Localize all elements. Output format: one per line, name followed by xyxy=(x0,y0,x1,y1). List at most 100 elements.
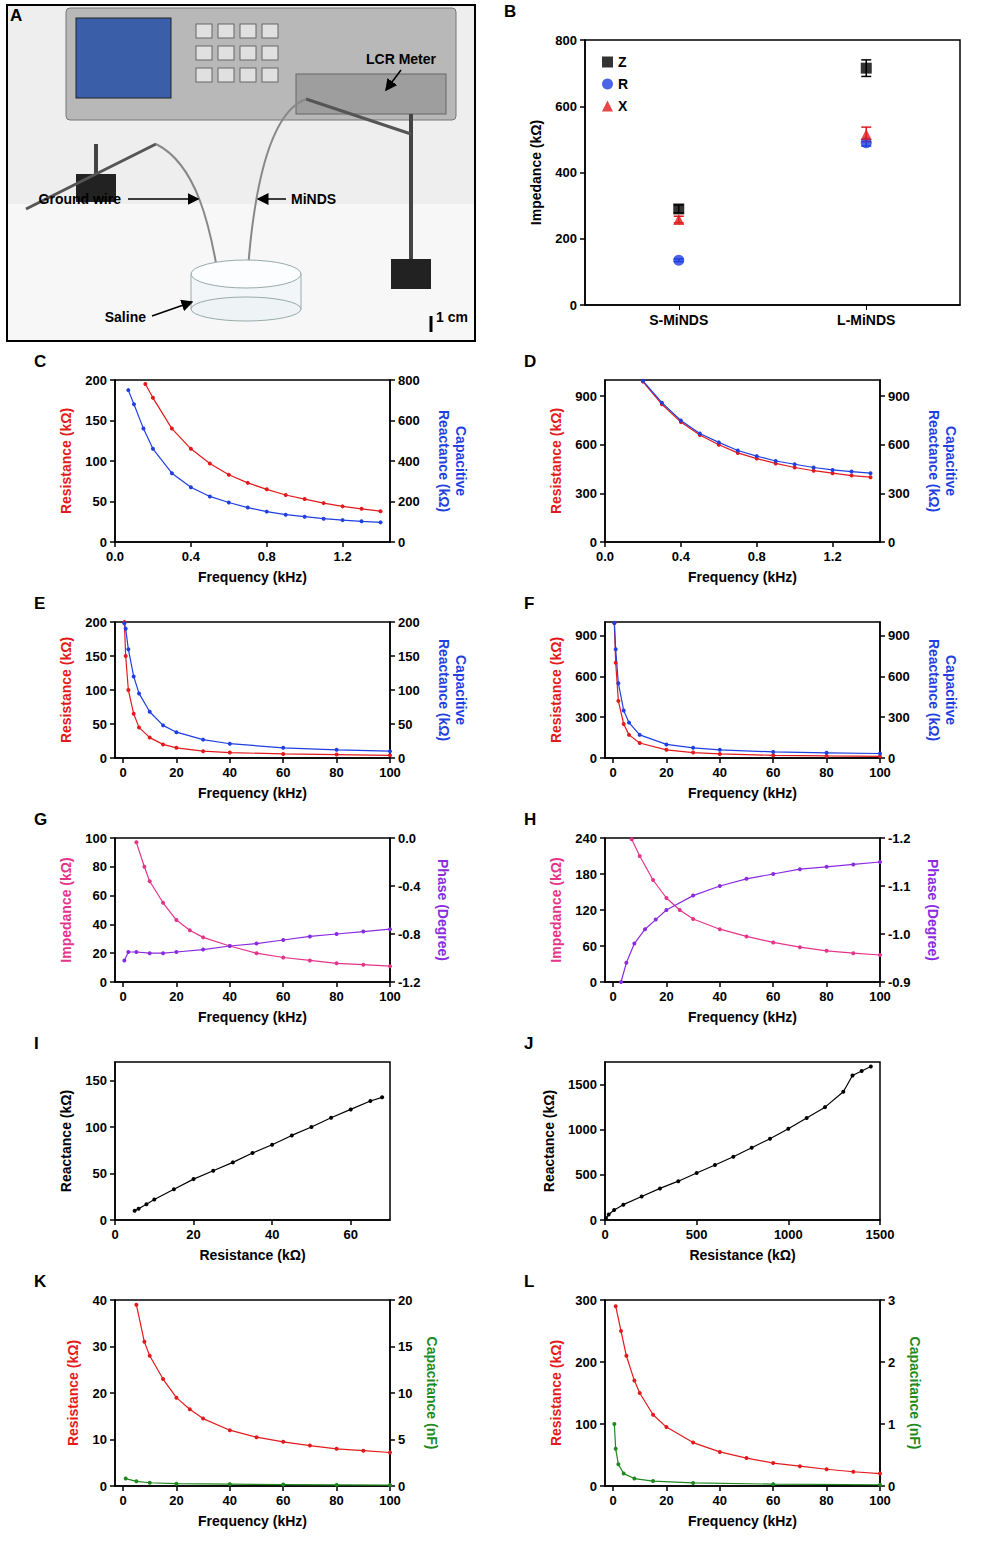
svg-text:200: 200 xyxy=(398,494,420,509)
svg-text:Resistance (kΩ): Resistance (kΩ) xyxy=(65,1340,81,1446)
svg-text:Reactance (kΩ): Reactance (kΩ) xyxy=(926,639,942,741)
svg-text:2: 2 xyxy=(888,1355,895,1370)
svg-text:Capacitive: Capacitive xyxy=(453,426,469,496)
svg-text:80: 80 xyxy=(819,989,833,1004)
svg-text:40: 40 xyxy=(93,1293,107,1308)
svg-text:100: 100 xyxy=(869,989,891,1004)
svg-text:300: 300 xyxy=(888,486,910,501)
svg-text:60: 60 xyxy=(93,888,107,903)
svg-text:Saline: Saline xyxy=(105,309,146,325)
svg-text:20: 20 xyxy=(169,989,183,1004)
svg-text:40: 40 xyxy=(265,1227,279,1242)
svg-text:-0.9: -0.9 xyxy=(888,975,910,990)
svg-text:20: 20 xyxy=(169,765,183,780)
svg-text:Ground wire: Ground wire xyxy=(39,191,122,207)
svg-text:100: 100 xyxy=(85,831,107,846)
svg-text:0: 0 xyxy=(590,1213,597,1228)
svg-text:Phase (Degree): Phase (Degree) xyxy=(435,859,451,961)
svg-text:400: 400 xyxy=(398,454,420,469)
svg-text:200: 200 xyxy=(575,1355,597,1370)
svg-text:60: 60 xyxy=(343,1227,357,1242)
svg-text:800: 800 xyxy=(555,33,577,48)
svg-text:200: 200 xyxy=(85,615,107,630)
svg-text:Frequency (kHz): Frequency (kHz) xyxy=(198,569,307,585)
svg-text:0.8: 0.8 xyxy=(748,549,766,564)
svg-text:80: 80 xyxy=(93,859,107,874)
svg-text:300: 300 xyxy=(888,710,910,725)
svg-text:20: 20 xyxy=(186,1227,200,1242)
svg-text:0: 0 xyxy=(398,535,405,550)
svg-text:500: 500 xyxy=(686,1227,708,1242)
svg-text:80: 80 xyxy=(819,1493,833,1508)
svg-text:0: 0 xyxy=(398,1479,405,1494)
svg-text:100: 100 xyxy=(85,454,107,469)
svg-text:3: 3 xyxy=(888,1293,895,1308)
svg-text:50: 50 xyxy=(93,1166,107,1181)
svg-text:Reactance (kΩ): Reactance (kΩ) xyxy=(436,639,452,741)
svg-text:300: 300 xyxy=(575,486,597,501)
svg-text:Impedance (kΩ): Impedance (kΩ) xyxy=(58,857,74,962)
svg-text:100: 100 xyxy=(379,765,401,780)
svg-text:Resistance (kΩ): Resistance (kΩ) xyxy=(548,408,564,514)
svg-text:60: 60 xyxy=(583,939,597,954)
svg-text:40: 40 xyxy=(713,765,727,780)
svg-text:Frequency (kHz): Frequency (kHz) xyxy=(688,569,797,585)
svg-text:600: 600 xyxy=(888,669,910,684)
svg-text:80: 80 xyxy=(819,765,833,780)
svg-text:1 cm: 1 cm xyxy=(436,309,468,325)
svg-text:-1.0: -1.0 xyxy=(888,927,910,942)
svg-text:50: 50 xyxy=(93,494,107,509)
svg-text:0: 0 xyxy=(398,751,405,766)
svg-text:-1.2: -1.2 xyxy=(888,831,910,846)
svg-text:900: 900 xyxy=(575,389,597,404)
svg-text:1500: 1500 xyxy=(568,1077,597,1092)
svg-text:Frequency (kHz): Frequency (kHz) xyxy=(688,1513,797,1529)
svg-text:0: 0 xyxy=(100,535,107,550)
svg-text:240: 240 xyxy=(575,831,597,846)
svg-text:80: 80 xyxy=(329,1493,343,1508)
svg-text:900: 900 xyxy=(575,628,597,643)
svg-text:0: 0 xyxy=(100,751,107,766)
svg-text:1.2: 1.2 xyxy=(824,549,842,564)
svg-text:30: 30 xyxy=(93,1339,107,1354)
svg-text:Reactance (kΩ): Reactance (kΩ) xyxy=(926,410,942,512)
svg-text:80: 80 xyxy=(329,765,343,780)
svg-text:600: 600 xyxy=(398,413,420,428)
svg-text:100: 100 xyxy=(379,989,401,1004)
svg-text:L-MiNDS: L-MiNDS xyxy=(837,312,895,328)
svg-text:50: 50 xyxy=(93,717,107,732)
svg-text:600: 600 xyxy=(575,437,597,452)
svg-text:0.4: 0.4 xyxy=(182,549,201,564)
svg-text:0: 0 xyxy=(590,751,597,766)
svg-text:Reactance (kΩ): Reactance (kΩ) xyxy=(541,1090,557,1192)
svg-text:20: 20 xyxy=(93,1386,107,1401)
svg-text:100: 100 xyxy=(575,1417,597,1432)
svg-text:60: 60 xyxy=(276,989,290,1004)
svg-text:Reactance (kΩ): Reactance (kΩ) xyxy=(58,1090,74,1192)
svg-text:20: 20 xyxy=(398,1293,412,1308)
svg-text:40: 40 xyxy=(713,1493,727,1508)
svg-text:Reactance (kΩ): Reactance (kΩ) xyxy=(436,410,452,512)
svg-text:Frequency (kHz): Frequency (kHz) xyxy=(688,785,797,801)
svg-text:0: 0 xyxy=(100,975,107,990)
svg-text:0: 0 xyxy=(590,975,597,990)
svg-text:0: 0 xyxy=(119,765,126,780)
svg-text:300: 300 xyxy=(575,710,597,725)
svg-text:20: 20 xyxy=(659,765,673,780)
svg-text:200: 200 xyxy=(398,615,420,630)
svg-text:1000: 1000 xyxy=(774,1227,803,1242)
svg-text:600: 600 xyxy=(555,99,577,114)
svg-text:Frequency (kHz): Frequency (kHz) xyxy=(198,1513,307,1529)
svg-text:20: 20 xyxy=(169,1493,183,1508)
svg-text:40: 40 xyxy=(93,917,107,932)
svg-text:5: 5 xyxy=(398,1432,405,1447)
svg-text:60: 60 xyxy=(766,1493,780,1508)
svg-text:0: 0 xyxy=(888,1479,895,1494)
svg-text:200: 200 xyxy=(555,231,577,246)
svg-text:20: 20 xyxy=(659,1493,673,1508)
svg-text:0: 0 xyxy=(111,1227,118,1242)
svg-text:-0.4: -0.4 xyxy=(398,879,421,894)
svg-text:Z: Z xyxy=(618,54,627,70)
svg-text:0: 0 xyxy=(119,989,126,1004)
svg-text:100: 100 xyxy=(869,765,891,780)
